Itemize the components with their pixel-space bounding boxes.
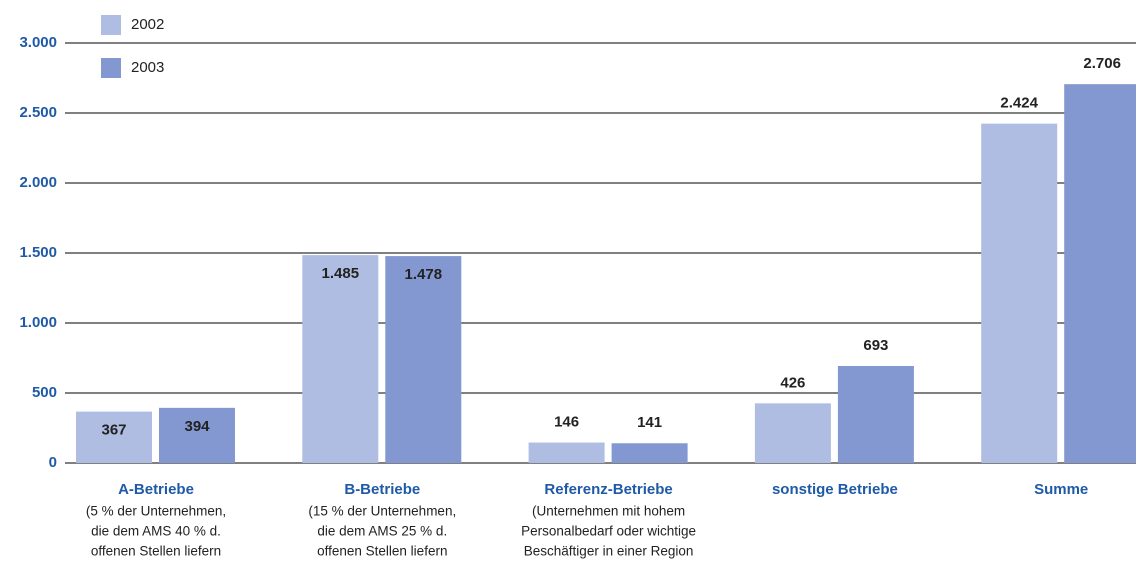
category-note: die dem AMS 25 % d. xyxy=(317,524,447,539)
legend-swatch xyxy=(101,15,121,35)
bar xyxy=(981,123,1058,463)
bar xyxy=(159,407,235,463)
legend-label: 2002 xyxy=(131,16,164,33)
category-note: (5 % der Unternehmen, xyxy=(86,504,226,519)
category-note: Personalbedarf oder wichtige xyxy=(521,524,696,539)
bar xyxy=(611,443,688,463)
bar xyxy=(302,255,379,463)
bar xyxy=(754,403,831,463)
x-tick-label: Summe xyxy=(1034,481,1088,498)
value-label: 2.424 xyxy=(1000,95,1038,112)
y-tick-label: 0 xyxy=(49,454,57,471)
value-label: 1.485 xyxy=(322,265,360,282)
value-label: 141 xyxy=(637,414,662,431)
value-label: 146 xyxy=(554,414,579,431)
x-tick-label: B-Betriebe xyxy=(344,481,420,498)
value-label: 367 xyxy=(101,422,126,439)
bar xyxy=(528,442,605,463)
y-tick-label: 1.000 xyxy=(19,314,57,331)
bar xyxy=(837,365,914,463)
legend-label: 2003 xyxy=(131,59,164,76)
value-label: 2.706 xyxy=(1083,55,1121,72)
bar xyxy=(385,256,462,463)
value-label: 426 xyxy=(780,374,805,391)
y-tick-label: 3.000 xyxy=(19,34,57,51)
category-note: Beschäftiger in einer Region xyxy=(524,544,694,559)
category-note: die dem AMS 40 % d. xyxy=(91,524,221,539)
y-tick-label: 1.500 xyxy=(19,244,57,261)
y-tick-label: 2.500 xyxy=(19,104,57,121)
category-note: offenen Stellen liefern xyxy=(317,544,447,559)
category-note: (Unternehmen mit hohem xyxy=(532,504,685,519)
category-note: (15 % der Unternehmen, xyxy=(308,504,456,519)
value-label: 394 xyxy=(184,418,210,435)
value-label: 693 xyxy=(863,337,888,354)
x-tick-label: sonstige Betriebe xyxy=(772,481,898,498)
legend-swatch xyxy=(101,58,121,78)
x-tick-label: Referenz-Betriebe xyxy=(544,481,672,498)
bar xyxy=(1064,84,1136,463)
bar xyxy=(76,411,152,463)
category-note: offenen Stellen liefern xyxy=(91,544,221,559)
x-tick-label: A-Betriebe xyxy=(118,481,194,498)
y-tick-label: 2.000 xyxy=(19,174,57,191)
y-tick-label: 500 xyxy=(32,384,57,401)
value-label: 1.478 xyxy=(405,266,443,283)
